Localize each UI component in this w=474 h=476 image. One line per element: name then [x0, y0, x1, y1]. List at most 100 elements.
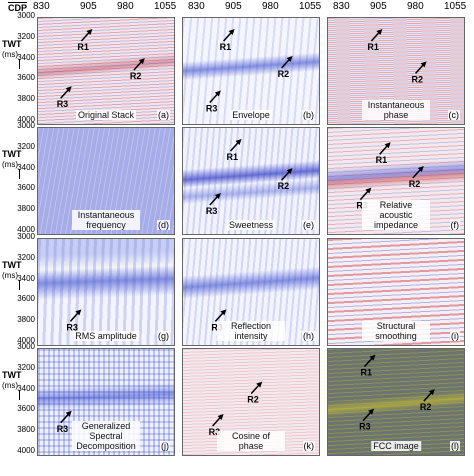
caption: Sweetness [226, 220, 276, 230]
marker-arrowhead [420, 61, 427, 68]
marker-label: R2 [409, 179, 421, 189]
marker-arrowhead [376, 29, 383, 35]
x-tick-label: 1055 [299, 1, 322, 12]
marker-arrowhead [220, 309, 227, 316]
panel: R1 R2 R3 Original Stack (a) [37, 17, 175, 125]
marker-label: R2 [278, 181, 290, 191]
marker-arrowhead [286, 56, 293, 62]
marker-arrowhead [214, 90, 221, 97]
marker-label: R3 [206, 104, 218, 114]
y-axis-label: TWT [2, 39, 22, 49]
marker-label: R2 [247, 395, 259, 405]
y-tick-label: 3000 [17, 232, 35, 241]
marker-arrowhead [228, 29, 235, 35]
caption-line: Sweetness [228, 220, 274, 230]
y-tick-label: 3400 [17, 52, 35, 62]
caption: Generalized Spectral Decomposition [72, 421, 140, 451]
panel: R3Reflection intensity(h) [182, 238, 320, 346]
y-tick-label: 3400 [17, 273, 35, 283]
y-axis-arrow [19, 59, 20, 69]
marker-arrowhead [368, 408, 375, 415]
panel: R1R2R3Relative acoustic impedance(f) [327, 127, 465, 235]
y-axis-arrow [19, 390, 20, 400]
panel-letter: (g) [157, 331, 170, 341]
caption: Cosine of phase [217, 431, 285, 451]
marker-arrowhead [417, 166, 424, 172]
y-tick-label: 3200 [17, 141, 35, 151]
y-tick-label: 4000 [17, 336, 35, 345]
marker-arrowhead [86, 29, 93, 35]
panel-letter: (l) [450, 441, 460, 451]
marker-layer: R1 R2 [367, 29, 427, 84]
caption: Envelope [230, 110, 272, 120]
marker-label: R2 [130, 71, 142, 81]
y-axis-label: TWT [2, 370, 22, 380]
x-tick-label: 830 [333, 1, 350, 12]
panel: Structural smoothing (i) [327, 238, 465, 346]
panel-letter: (k) [302, 441, 315, 451]
y-tick-label: 3800 [17, 425, 35, 435]
marker-arrowhead [256, 381, 263, 388]
caption-line: Envelope [232, 110, 270, 120]
y-tick-label: 4000 [17, 225, 35, 234]
panel: R1 R2 Instantaneous phase (c) [327, 17, 465, 125]
marker-arrowhead [214, 193, 221, 199]
y-tick-label: 3200 [17, 252, 35, 262]
marker-arrowhead [384, 142, 391, 149]
caption-line: Reflection intensity [230, 321, 272, 341]
y-tick-label: 3200 [17, 31, 35, 41]
marker-label: R1 [77, 42, 89, 52]
y-tick-label: 3800 [17, 315, 35, 325]
marker-layer: R1 R2 R3 [359, 354, 435, 432]
x-tick-label: 830 [33, 1, 50, 12]
marker-label: R2 [420, 402, 432, 412]
y-tick-label: 3600 [17, 404, 35, 414]
panel-letter: (a) [157, 110, 170, 120]
y-axis-unit: (ms) [2, 271, 18, 280]
marker-label: R3 [206, 206, 218, 216]
y-tick-label: 3000 [17, 11, 35, 20]
marker-arrowhead [235, 139, 242, 145]
panel-letter: (f) [449, 220, 460, 230]
marker-arrowhead [365, 187, 372, 194]
y-tick-label: 3800 [17, 204, 35, 214]
panel-letter: (j) [160, 441, 170, 451]
marker-arrowhead [75, 309, 82, 316]
caption-line: Original Stack [77, 110, 135, 120]
marker-layer: R2 R3 [209, 381, 263, 437]
caption-line: Instantaneous phase [367, 100, 425, 120]
x-tick-label: 980 [262, 1, 279, 12]
marker-layer: R3 [57, 410, 72, 434]
y-axis-unit: (ms) [2, 50, 18, 59]
y-axis-unit: (ms) [2, 160, 18, 169]
marker-layer: R3 [66, 309, 82, 332]
caption: Instantaneous frequency [72, 210, 140, 230]
caption: FCC image [371, 441, 421, 451]
marker-label: R2 [278, 69, 290, 79]
y-tick-label: 3600 [17, 294, 35, 304]
panel: Instantaneous frequency (d) [37, 127, 175, 235]
panel-letter: (i) [450, 331, 460, 341]
marker-label: R3 [209, 427, 221, 437]
marker-arrowhead [217, 414, 224, 420]
panel: R3 RMS amplitude (g) [37, 238, 175, 346]
caption-line: FCC image [373, 441, 419, 451]
y-axis-arrow [19, 280, 20, 290]
y-tick-label: 4000 [17, 115, 35, 124]
x-tick-label: 905 [225, 1, 242, 12]
marker-arrowhead [369, 354, 376, 361]
marker-label: R3 [66, 322, 78, 332]
caption: Structural smoothing [362, 321, 430, 341]
y-tick-label: 3800 [17, 94, 35, 104]
marker-arrowhead [65, 86, 72, 93]
panel: R3 Generalized Spectral Decomposition (j) [37, 348, 175, 456]
panel-letter: (d) [157, 220, 170, 230]
marker-label: R1 [361, 368, 373, 378]
caption-line: Structural smoothing [375, 321, 417, 341]
panel-letter: (h) [302, 331, 315, 341]
panel-letter: (b) [302, 110, 315, 120]
caption-line: Instantaneous frequency [77, 210, 135, 230]
y-tick-label: 3600 [17, 73, 35, 83]
caption-line: Generalized Spectral [81, 421, 131, 441]
panel-letter: (c) [447, 110, 460, 120]
